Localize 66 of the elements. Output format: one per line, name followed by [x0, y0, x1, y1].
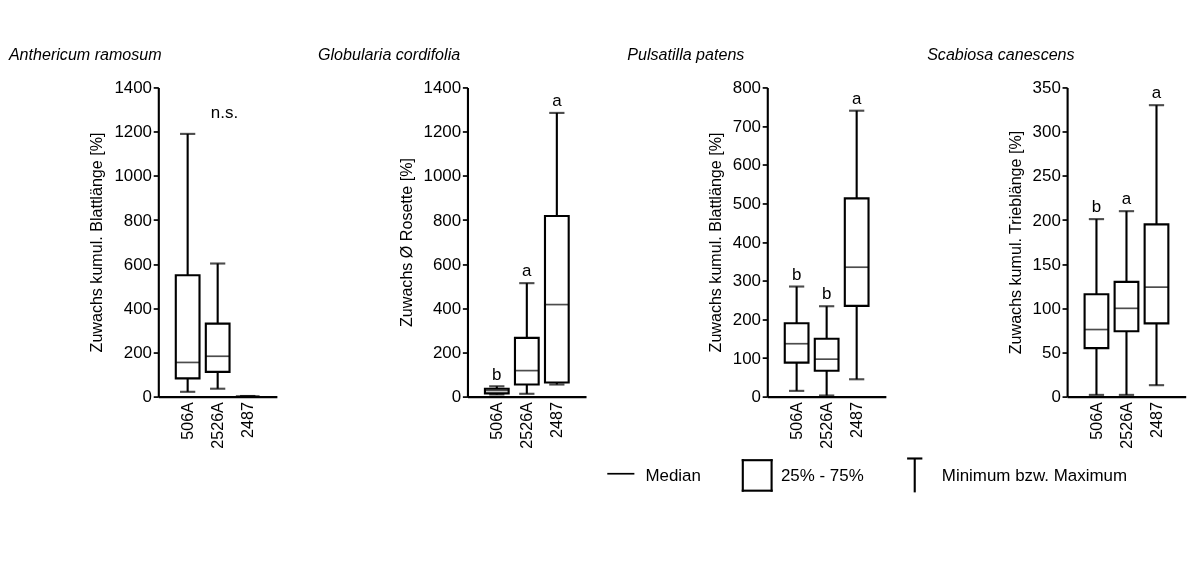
y-tick-label: 0	[142, 387, 153, 407]
y-tick-label: 200	[732, 309, 762, 329]
x-tick-label: 2526A	[816, 401, 835, 449]
y-tick-label: 400	[732, 232, 762, 252]
text: Median	[645, 465, 701, 485]
y-tick-label: 300	[732, 271, 762, 291]
annotation: a	[552, 91, 563, 111]
y-tick-label: 1200	[114, 122, 153, 142]
y-tick-label: 300	[1032, 122, 1061, 142]
y-tick-label: 400	[123, 298, 153, 318]
y-tick-label: 800	[123, 210, 153, 230]
x-tick-label: 2526A	[516, 401, 535, 449]
annotation: b	[791, 264, 802, 284]
y-tick-label: 0	[751, 387, 762, 407]
y-tick-label: 200	[432, 343, 462, 363]
y-tick-label: 800	[732, 78, 762, 98]
y-tick-label: 1000	[423, 166, 462, 186]
y-tick-label: 100	[732, 348, 762, 368]
y-tick-label: 150	[1032, 254, 1061, 274]
y-tick-label: 600	[123, 254, 153, 274]
annotation: b	[821, 284, 832, 304]
y-axis-title: Zuwachs kumul. Blattlänge [%]	[87, 132, 106, 353]
y-tick-label: 350	[1032, 78, 1061, 98]
x-tick-label: 506A	[177, 401, 196, 440]
y-tick-label: 200	[123, 343, 153, 363]
y-tick-label: 1400	[114, 78, 153, 98]
y-axis-title: Zuwachs kumul. Blattlänge [%]	[705, 132, 724, 353]
y-tick-label: 250	[1032, 166, 1061, 186]
x-tick-label: 2526A	[1116, 401, 1135, 449]
x-tick-label: 2487	[1146, 402, 1165, 438]
annotation: b	[1091, 197, 1102, 217]
chart-title: Scabiosa canescens	[927, 45, 1075, 64]
annotation: n.s.	[210, 103, 239, 123]
text: Minimum bzw. Maximum	[941, 465, 1128, 485]
x-tick-label: 506A	[786, 401, 805, 440]
text: 25% - 75%	[780, 465, 864, 485]
annotation: a	[1121, 189, 1132, 209]
y-tick-label: 200	[1032, 210, 1061, 230]
x-tick-label: 506A	[1086, 401, 1105, 440]
annotation: a	[522, 261, 533, 281]
x-tick-label: 2487	[237, 402, 256, 438]
y-tick-label: 0	[1051, 387, 1061, 407]
y-axis-title: Zuwachs kumul. Trieblänge [%]	[1005, 130, 1024, 355]
annotation: a	[1151, 83, 1162, 103]
annotation: b	[492, 364, 502, 384]
y-tick-label: 1400	[423, 78, 462, 98]
y-axis-title: Zuwachs Ø Rosette [%]	[396, 158, 415, 327]
y-tick-label: 1200	[423, 122, 462, 142]
x-tick-label: 2487	[546, 402, 565, 438]
chart-title: Globularia cordifolia	[318, 45, 461, 64]
y-tick-label: 800	[432, 210, 462, 230]
y-tick-label: 50	[1042, 343, 1061, 363]
y-tick-label: 100	[1032, 298, 1061, 318]
y-tick-label: 700	[732, 116, 762, 136]
y-tick-label: 600	[432, 254, 462, 274]
y-tick-label: 500	[732, 193, 762, 213]
y-tick-label: 400	[432, 298, 462, 318]
y-tick-label: 0	[451, 387, 462, 407]
chart-title: Pulsatilla patens	[627, 45, 745, 64]
x-tick-label: 506A	[486, 401, 505, 440]
x-tick-label: 2487	[846, 402, 865, 438]
y-tick-label: 600	[732, 155, 762, 175]
chart-title: Anthericum ramosum	[7, 45, 162, 64]
y-tick-label: 1000	[114, 166, 153, 186]
x-tick-label: 2526A	[207, 401, 226, 449]
annotation: a	[851, 88, 862, 108]
